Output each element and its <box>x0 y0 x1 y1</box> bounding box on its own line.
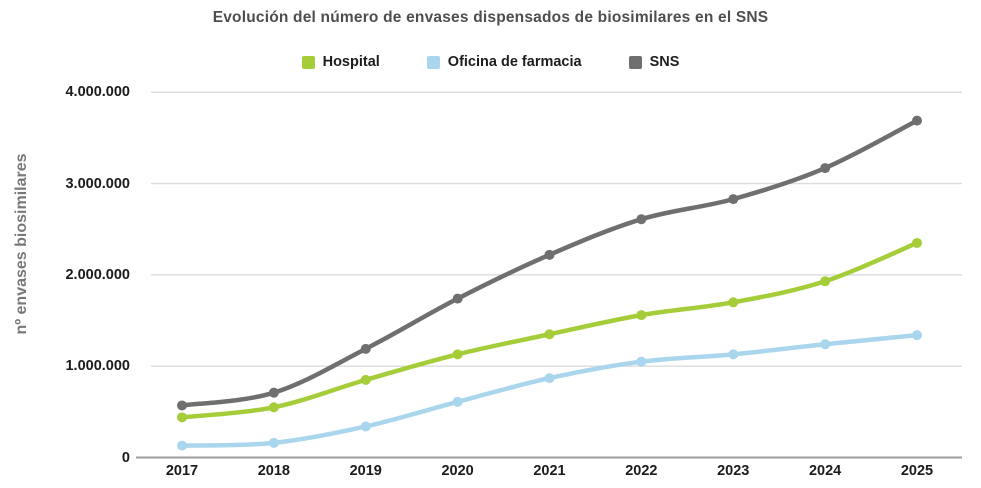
y-tick-label: 2.000.000 <box>65 266 130 283</box>
x-tick-label: 2024 <box>808 463 842 479</box>
data-point-oficina-de-farmacia <box>820 339 831 350</box>
x-tick-label: 2022 <box>625 463 658 479</box>
legend: Hospital Oficina de farmacia SNS <box>0 54 981 70</box>
data-point-hospital <box>820 276 831 287</box>
legend-swatch-sns-icon <box>628 55 642 69</box>
data-point-sns <box>177 400 187 411</box>
data-point-oficina-de-farmacia <box>360 421 371 432</box>
data-point-oficina-de-farmacia <box>636 356 647 367</box>
data-point-sns <box>544 249 555 260</box>
legend-label-sns: SNS <box>649 54 680 70</box>
series-line-oficina-de-farmacia <box>179 332 920 448</box>
legend-item-sns[interactable]: SNS <box>628 54 680 70</box>
data-point-hospital <box>728 297 739 308</box>
legend-swatch-oficina-icon <box>426 55 440 69</box>
x-tick-label: 2019 <box>349 463 382 479</box>
legend-item-hospital[interactable]: Hospital <box>301 54 380 70</box>
data-point-hospital <box>912 237 922 248</box>
data-point-hospital <box>177 412 187 423</box>
data-point-sns <box>820 163 831 174</box>
legend-label-oficina-de-farmacia: Oficina de farmacia <box>447 54 582 70</box>
x-tick-label: 2023 <box>717 463 750 479</box>
legend-swatch-hospital-icon <box>301 55 315 69</box>
series-line-sns <box>179 118 920 408</box>
y-tick-label: 4.000.000 <box>65 84 130 101</box>
data-point-hospital <box>452 349 463 360</box>
data-point-sns <box>268 387 279 398</box>
data-point-oficina-de-farmacia <box>268 437 279 448</box>
data-point-sns <box>728 194 739 205</box>
data-point-oficina-de-farmacia <box>912 330 922 341</box>
x-tick-label: 2025 <box>900 463 934 479</box>
data-point-oficina-de-farmacia <box>177 440 187 451</box>
data-point-oficina-de-farmacia <box>728 349 739 360</box>
data-point-sns <box>636 214 647 225</box>
x-tick-label: 2018 <box>257 463 290 479</box>
y-tick-label: 1.000.000 <box>65 358 130 375</box>
y-tick-label: 0 <box>121 449 130 466</box>
data-point-oficina-de-farmacia <box>452 396 463 407</box>
data-point-sns <box>912 115 922 126</box>
data-point-hospital <box>360 374 371 385</box>
x-tick-label: 2021 <box>533 463 566 479</box>
x-tick-label: 2017 <box>165 463 199 479</box>
data-point-sns <box>360 343 371 354</box>
data-point-hospital <box>544 329 555 340</box>
y-tick-label: 3.000.000 <box>65 175 130 192</box>
chart-title: Evolución del número de envases dispensa… <box>212 9 769 26</box>
data-point-hospital <box>268 402 279 413</box>
data-point-hospital <box>636 310 647 321</box>
data-point-oficina-de-farmacia <box>544 373 555 384</box>
legend-item-oficina-de-farmacia[interactable]: Oficina de farmacia <box>426 54 582 70</box>
data-point-sns <box>452 293 463 304</box>
legend-label-hospital: Hospital <box>322 54 380 70</box>
x-tick-label: 2020 <box>441 463 474 479</box>
